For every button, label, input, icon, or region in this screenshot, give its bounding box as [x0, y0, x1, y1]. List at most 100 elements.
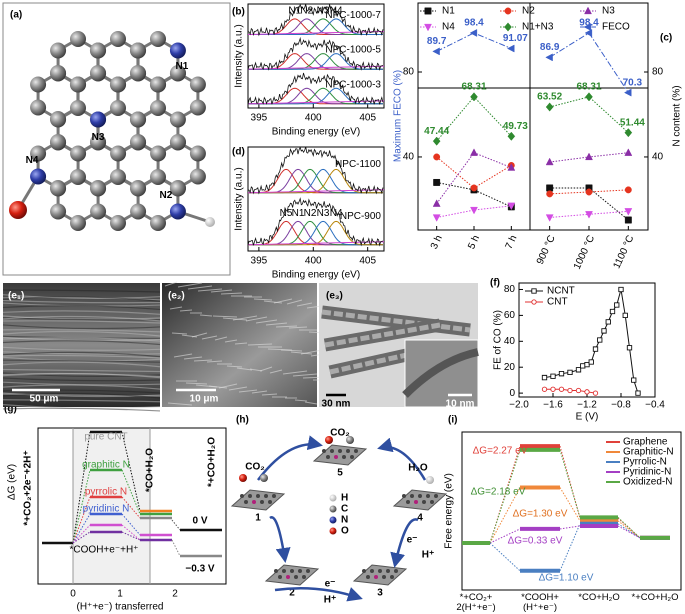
atom: [90, 180, 107, 197]
texture: [201, 335, 218, 340]
atom: [342, 455, 346, 459]
texture: [2, 289, 161, 293]
data-point: [622, 312, 628, 319]
peak-label: N4: [330, 6, 343, 17]
texture: [212, 315, 238, 318]
connector: [489, 445, 521, 544]
texture: [2, 407, 161, 412]
x-tick-label: −1.6: [543, 400, 563, 411]
texture: [269, 369, 283, 374]
background-line: [247, 241, 385, 246]
atom: [260, 474, 268, 482]
x-axis-label: E (V): [576, 412, 599, 423]
x-tick-label: −1.2: [577, 400, 597, 411]
data-point: [585, 152, 593, 161]
value-label: 68.31: [576, 81, 601, 92]
atom: [149, 76, 166, 93]
data-point: [470, 148, 478, 156]
background-line: [247, 189, 385, 194]
value-label: 98.4: [464, 18, 484, 29]
texture: [238, 389, 258, 393]
plot-frame: [37, 427, 227, 585]
texture: [263, 300, 283, 304]
legend-label: O: [341, 526, 349, 537]
data-point: [550, 373, 556, 379]
atom: [70, 31, 86, 47]
legend-label: N3: [602, 6, 615, 17]
texture: [280, 349, 303, 352]
legend-label: FECO: [602, 22, 630, 33]
scale-bar-label: 50 μm: [30, 394, 59, 405]
x-tick-label: *COOH+ (H⁺+e⁻): [521, 592, 559, 613]
peak-label: N3: [317, 208, 330, 219]
atom: [150, 215, 166, 231]
data-point: [550, 386, 556, 392]
atom: [150, 31, 166, 47]
plot-frame: [461, 431, 682, 591]
axis-label: ΔG (eV): [7, 464, 18, 500]
texture: [2, 384, 161, 390]
connector: [489, 542, 521, 572]
texture: [275, 325, 298, 328]
arrow: [257, 435, 323, 481]
atom: [410, 494, 414, 498]
data-point: [507, 163, 516, 171]
legend-marker: [504, 22, 512, 32]
atom: [268, 500, 272, 504]
data-point: [618, 286, 624, 293]
species-label: e⁻: [325, 579, 336, 590]
annotation: −0.3 V: [185, 564, 215, 575]
y-tick-label: 40: [403, 152, 415, 163]
data-point: [584, 29, 593, 37]
atom: [150, 169, 166, 185]
atom: [70, 169, 86, 185]
texture: [220, 292, 243, 295]
legend-marker: [531, 299, 537, 305]
species-label: H⁺: [422, 550, 435, 561]
connector: [559, 487, 581, 522]
inset: [404, 339, 479, 408]
legend-label: Pyrrolic-N: [623, 457, 667, 468]
atom: [334, 455, 338, 459]
catalyst-flake: [230, 489, 286, 511]
axis-label: FE of CO (%): [493, 310, 504, 370]
data-point: [545, 102, 554, 112]
atom: [150, 145, 167, 162]
micrograph: [162, 283, 317, 407]
data-point: [601, 328, 607, 334]
atom: [252, 500, 256, 504]
atom: [90, 134, 106, 150]
panel-label: (f): [490, 278, 500, 289]
data-point: [588, 359, 594, 365]
atom: [256, 494, 260, 498]
series-line: [436, 205, 512, 218]
catalyst-flake: [264, 564, 320, 586]
legend-label: Graphene: [623, 437, 668, 448]
data-point: [592, 390, 599, 396]
data-point: [506, 44, 515, 53]
state-label: *+CO₂+2e⁻+2H⁺: [23, 450, 34, 525]
atom: [378, 569, 382, 573]
legend-marker: [329, 505, 337, 513]
background-line: [247, 65, 385, 70]
data-point: [545, 157, 554, 166]
data-point: [609, 308, 616, 315]
value-label: 98.4: [579, 18, 599, 29]
texture: [193, 359, 213, 362]
atom: [189, 76, 206, 93]
atom: [169, 111, 186, 128]
data-point: [433, 178, 441, 186]
texture: [249, 368, 263, 372]
arrow: [274, 586, 363, 602]
legend-label: NCNT: [547, 286, 575, 297]
atom: [298, 569, 302, 573]
axis-label: Free energy (eV): [444, 473, 455, 549]
y-tick-label: 60: [504, 310, 516, 321]
atom: [130, 203, 147, 220]
texture: [2, 351, 161, 358]
species-label: CO₂: [245, 462, 264, 473]
atom: [189, 168, 206, 185]
texture: [2, 299, 161, 304]
